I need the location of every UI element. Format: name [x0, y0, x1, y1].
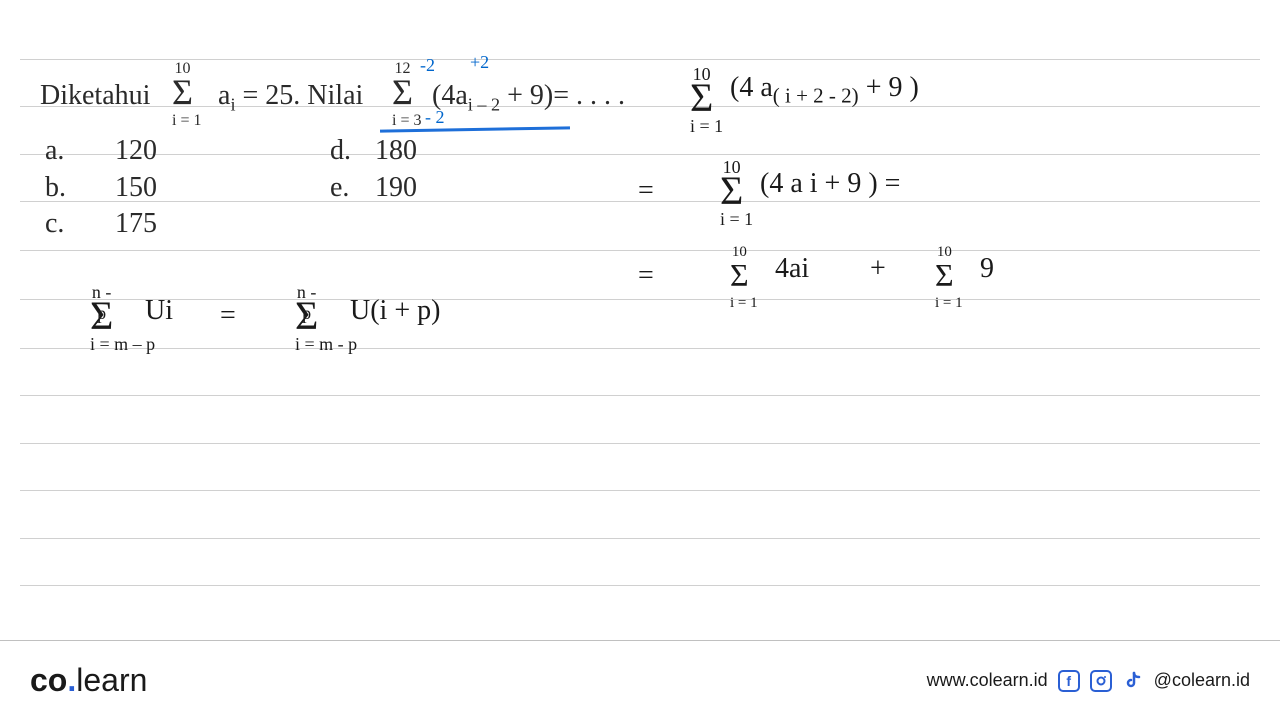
work-line3b-body: 9 — [980, 253, 994, 285]
blue-ann-3: - 2 — [425, 107, 445, 128]
w1-bot: i = 1 — [690, 116, 713, 137]
opt-d-letter: d. — [330, 135, 351, 167]
sigma2-sym: Σ — [392, 72, 413, 112]
work-sigma-1: 10 Σ i = 1 — [690, 82, 713, 119]
logo-learn: learn — [76, 662, 147, 698]
instagram-icon — [1090, 670, 1112, 692]
w3a-bot: i = 1 — [730, 295, 749, 312]
opt-d-val: 180 — [375, 135, 417, 167]
sigma1-top: 10 — [172, 60, 193, 78]
blue-ann-1: -2 — [420, 55, 435, 76]
sigma-1: 10 Σ i = 1 — [172, 78, 193, 112]
formula-eq: = — [220, 300, 236, 332]
formula-right-body: U(i + p) — [350, 295, 440, 327]
formula-sigma-left: n - p Σ i = m – p — [90, 300, 113, 337]
w3a-sym: Σ — [730, 257, 749, 293]
sigma2-top: 12 — [392, 60, 413, 78]
sigma1-bot: i = 1 — [172, 112, 193, 130]
formula-sigma-right: n - p Σ i = m - p — [295, 300, 318, 337]
problem-prefix: Diketahui — [40, 80, 150, 112]
formula-left-body: Ui — [145, 295, 173, 327]
work-plus: + — [870, 253, 886, 285]
opt-c-letter: c. — [45, 208, 64, 240]
facebook-icon: f — [1058, 670, 1080, 692]
w3b-sym: Σ — [935, 257, 954, 293]
footer-right: www.colearn.id f @colearn.id — [927, 670, 1250, 692]
opt-a-val: 120 — [115, 135, 157, 167]
logo: co.learn — [30, 662, 147, 699]
blue-ann-2: +2 — [470, 52, 489, 73]
opt-b-val: 150 — [115, 172, 157, 204]
work-eq-3: = — [638, 260, 654, 292]
w3b-top: 10 — [935, 244, 954, 261]
w2-bot: i = 1 — [720, 209, 743, 230]
work-line1-body: (4 a( i + 2 - 2) + 9 ) — [730, 72, 919, 109]
w3b-bot: i = 1 — [935, 295, 954, 312]
w1-top: 10 — [690, 64, 713, 85]
work-eq-2: = — [638, 175, 654, 207]
fl-bot: i = m – p — [90, 334, 113, 355]
work-line3a-body: 4ai — [775, 253, 809, 285]
footer: co.learn www.colearn.id f @colearn.id — [0, 640, 1280, 720]
opt-e-letter: e. — [330, 172, 349, 204]
tiktok-icon — [1122, 670, 1144, 692]
sigma2-bot: i = 3 — [392, 112, 413, 130]
fr-bot: i = m - p — [295, 334, 318, 355]
w3a-top: 10 — [730, 244, 749, 261]
work-sigma-3a: 10 Σ i = 1 — [730, 262, 749, 294]
footer-url: www.colearn.id — [927, 670, 1048, 691]
sigma1-sym: Σ — [172, 72, 193, 112]
fr-top: n - p — [295, 282, 318, 324]
opt-a-letter: a. — [45, 135, 64, 167]
work-sigma-3b: 10 Σ i = 1 — [935, 262, 954, 294]
w2-top: 10 — [720, 157, 743, 178]
logo-co: co — [30, 662, 67, 698]
work-sigma-2: 10 Σ i = 1 — [720, 175, 743, 212]
logo-dot: . — [67, 662, 76, 698]
footer-handle: @colearn.id — [1154, 670, 1250, 691]
paren-expr: (4ai – 2 + 9)= . . . . — [432, 80, 625, 116]
work-line2-body: (4 a i + 9 ) = — [760, 168, 900, 200]
fl-top: n - p — [90, 282, 113, 324]
sigma-2: 12 Σ i = 3 — [392, 78, 413, 112]
opt-b-letter: b. — [45, 172, 66, 204]
sum-body: ai = 25. Nilai — [218, 80, 363, 116]
opt-e-val: 190 — [375, 172, 417, 204]
opt-c-val: 175 — [115, 208, 157, 240]
